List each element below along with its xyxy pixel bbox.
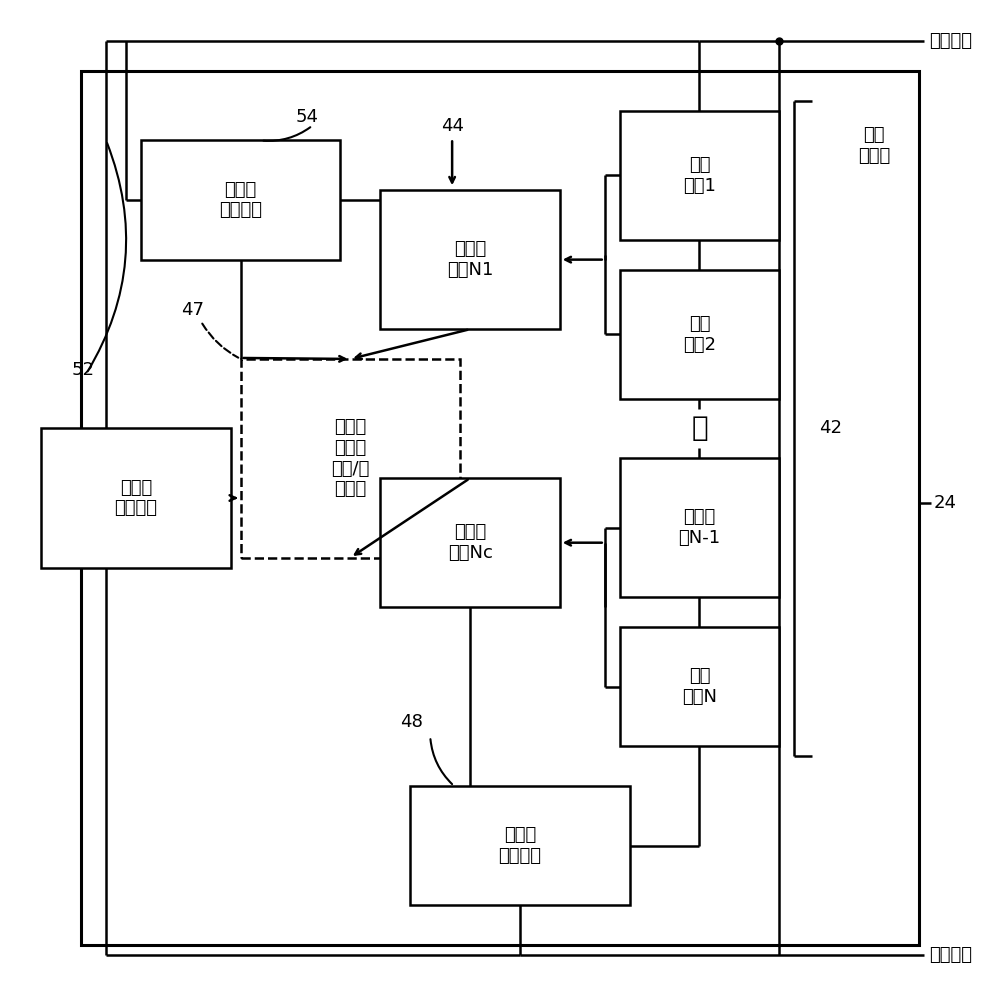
Text: 52: 52	[71, 361, 94, 378]
Text: ～: ～	[691, 414, 708, 442]
Bar	[380, 190, 560, 329]
Bar	[620, 111, 779, 240]
Bar	[620, 627, 779, 746]
Bar	[620, 458, 779, 598]
Bar	[41, 428, 231, 568]
Text: 传感器
模块Nc: 传感器 模块Nc	[448, 523, 493, 562]
Text: 电池组
电流测量: 电池组 电流测量	[498, 827, 541, 866]
Text: 电池单
元N-1: 电池单 元N-1	[678, 508, 721, 547]
Text: 47: 47	[181, 301, 204, 320]
Text: 传感器
模块N1: 传感器 模块N1	[447, 240, 493, 279]
Bar	[410, 786, 630, 905]
Text: 24: 24	[934, 494, 957, 512]
Bar	[141, 140, 340, 260]
Bar	[620, 270, 779, 398]
Text: 42: 42	[819, 419, 842, 437]
Bar	[241, 359, 460, 558]
Text: 电池
单元2: 电池 单元2	[683, 315, 716, 354]
Text: 电池
单元1: 电池 单元1	[683, 155, 716, 194]
Text: 44: 44	[441, 118, 464, 135]
Text: 低电压
主微处
理器/控
制开关: 低电压 主微处 理器/控 制开关	[331, 418, 370, 498]
Text: 54: 54	[296, 108, 319, 125]
Text: 48: 48	[400, 713, 423, 731]
Text: 电池组
温度测量: 电池组 温度测量	[219, 180, 262, 219]
Bar	[380, 478, 560, 608]
Text: 牢引
电池组: 牢引 电池组	[858, 126, 890, 164]
Bar	[81, 71, 919, 945]
Text: 电池
单元N: 电池 单元N	[682, 667, 717, 706]
Text: 正极端子: 正极端子	[929, 32, 972, 50]
Text: 电池组
电压测量: 电池组 电压测量	[115, 479, 158, 517]
Text: 负极端子: 负极端子	[929, 946, 972, 964]
